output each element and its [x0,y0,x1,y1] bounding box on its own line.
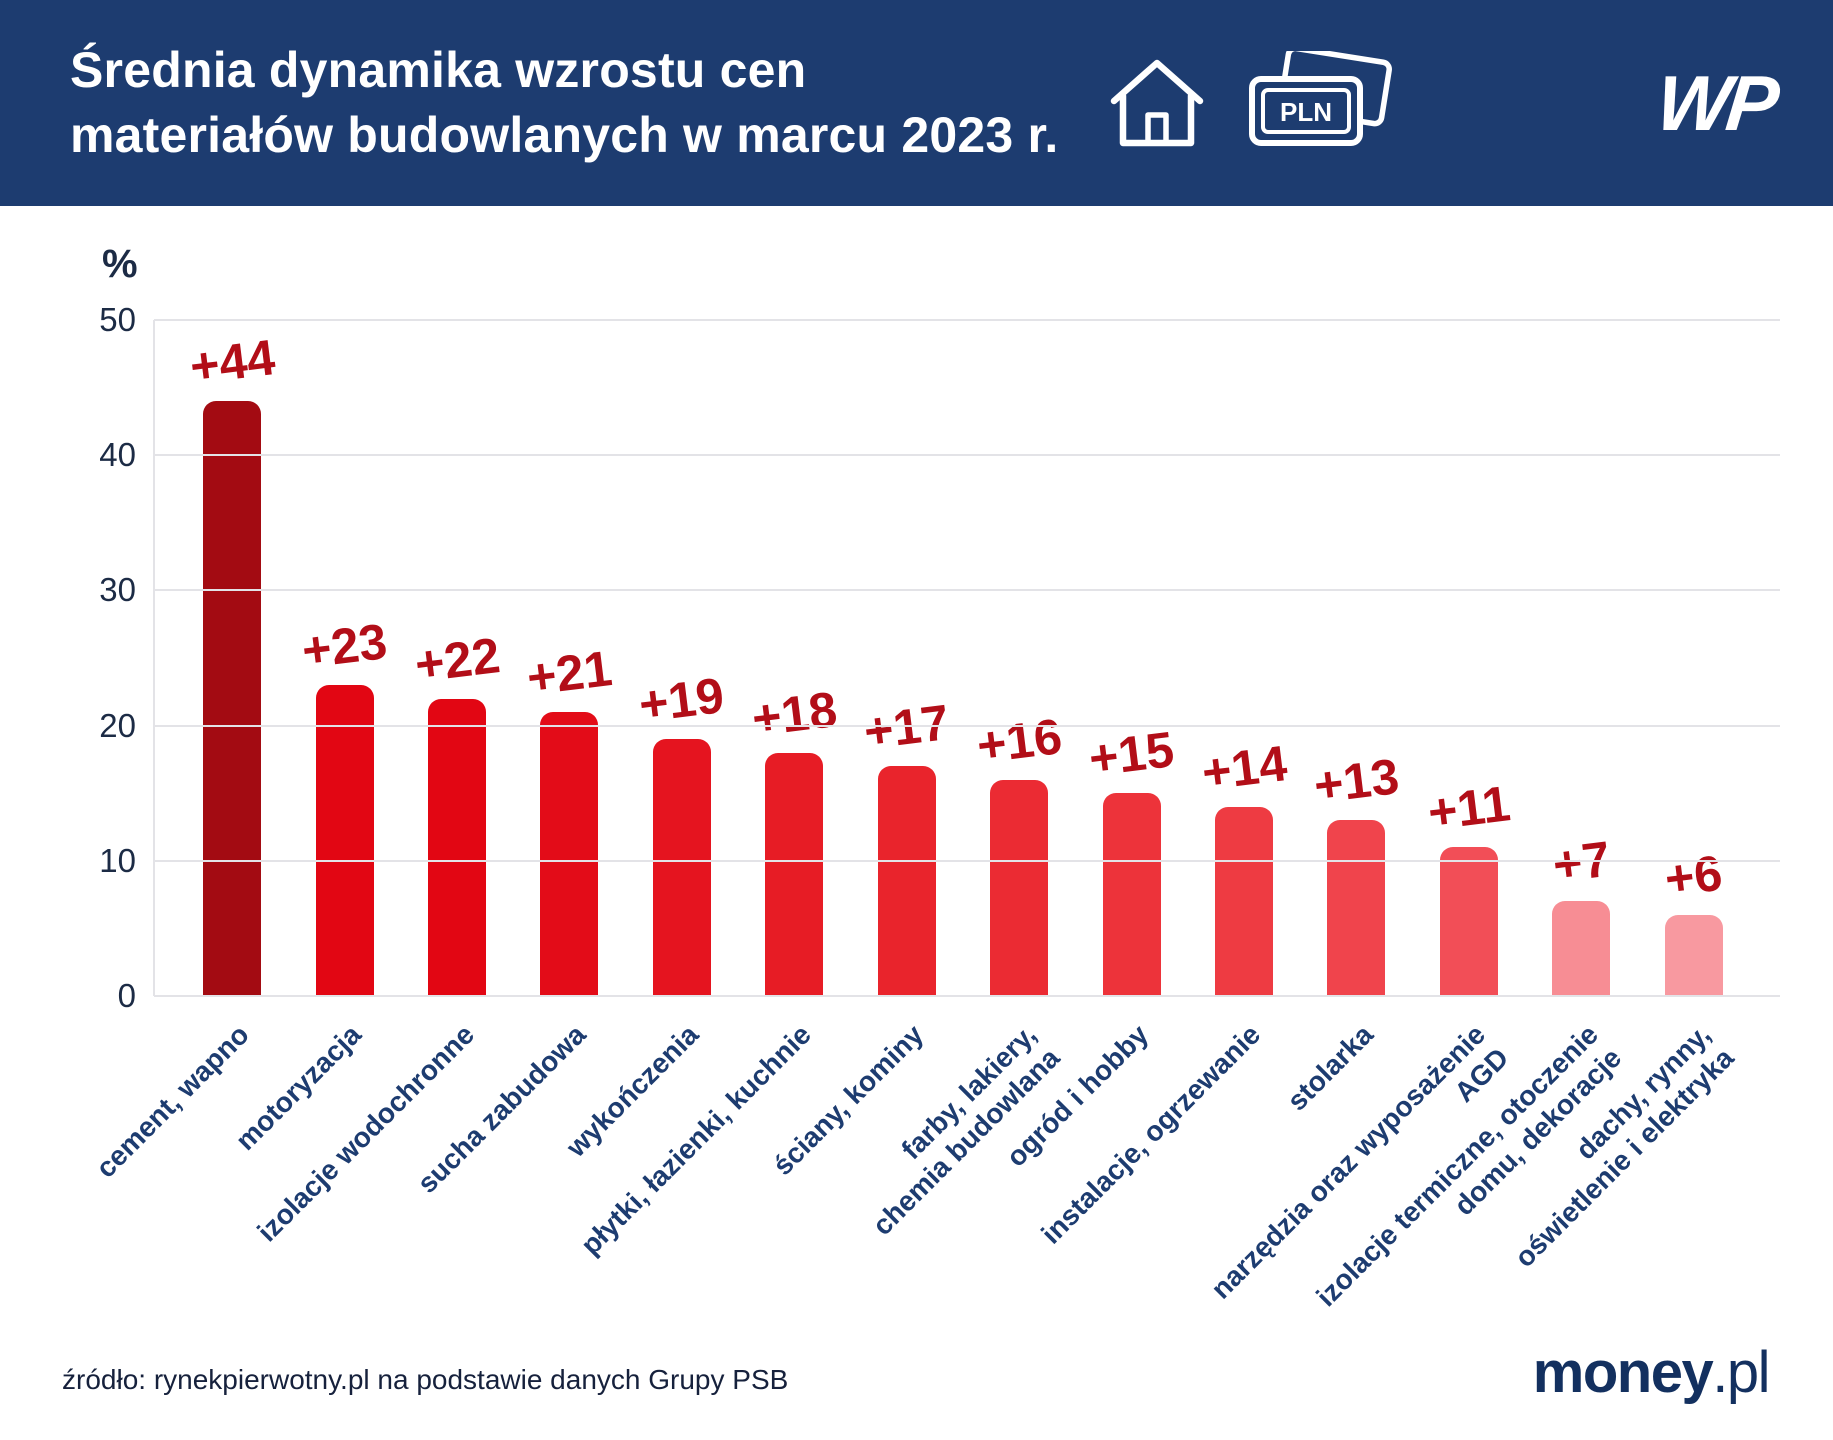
bar [1664,914,1723,996]
bar-value-label: +21 [523,640,615,707]
bar [1552,901,1611,996]
money-pl-logo-bold: money [1532,1340,1714,1405]
bar-slot: +21 [513,320,625,996]
bar [652,739,711,996]
bar-slot: +11 [1413,320,1525,996]
bar [315,685,374,996]
page-title: Średnia dynamika wzrostu cen materiałów … [70,42,1059,163]
y-tick-label: 20 [99,706,136,744]
gridline [154,589,1780,592]
bar-value-label: +17 [861,694,953,761]
y-axis-unit-label: % [102,242,138,286]
pln-label: PLN [1280,97,1332,127]
bar [1215,806,1273,996]
gridline [154,995,1780,997]
bar-slot: +23 [288,320,400,996]
bar-value-label: +6 [1661,844,1726,908]
bar-slot: +44 [176,320,288,996]
bar [540,712,599,996]
bar [428,698,487,996]
bar-value-label: +23 [299,613,391,680]
bar-value-label: +14 [1198,734,1290,801]
bar-slot: +13 [1300,320,1412,996]
bar-slot: +15 [1075,320,1187,996]
bar-value-label: +18 [748,680,840,747]
money-pl-logo-light: .pl [1712,1340,1770,1405]
bar [765,752,824,996]
gridline [154,859,1780,862]
house-icon [1104,51,1210,156]
wp-logo: WP [1652,58,1780,147]
bar [1327,820,1386,996]
pln-banknote-icon: PLN [1244,45,1394,156]
gridline [154,454,1780,457]
bar-value-label: +7 [1549,831,1613,894]
bar-slot: +19 [626,320,738,996]
bar-slot: +7 [1525,320,1637,996]
bar-slot: +16 [963,320,1075,996]
x-label-slot: dachy, rynny, oświetlenie i elektryka [1509,996,1749,1376]
bar [990,779,1049,996]
y-tick-label: 30 [99,571,136,609]
bar-slot: +22 [401,320,513,996]
bar-slot: +17 [851,320,963,996]
y-tick-label: 0 [117,977,136,1014]
bar [1102,793,1161,996]
x-label-slot: płytki, łazienki, kuchnie [575,996,850,1376]
y-tick-label: 50 [99,301,136,338]
header-icons: PLN [1104,45,1394,156]
bar-chart: % +44 +23 +22 +21 +19 +18 +17 +16 +15 +14 +13 +11 +7… [90,242,1780,1376]
bar-slot: +6 [1637,320,1749,996]
source-text: źródło: rynekpierwotny.pl na podstawie d… [62,1364,789,1395]
money-pl-logo: money.pl [1532,1339,1771,1406]
bar [203,401,262,996]
bar-slot: +14 [1188,320,1300,996]
bar-value-label: +16 [973,707,1065,774]
x-category-label: cement, wapno [89,1018,255,1184]
bar-value-label: +13 [1310,748,1402,815]
bar-value-label: +44 [186,329,278,396]
x-label-slot: sucha zabudowa [412,996,625,1376]
bar-value-label: +22 [411,626,503,693]
y-tick-label: 10 [99,841,136,879]
bar [1439,847,1498,996]
bar-slot: +18 [738,320,850,996]
x-axis-labels: cement, wapno motoryzacja izolacje wodochr… [90,996,1750,1376]
header-banner: Średnia dynamika wzrostu cen materiałów … [0,0,1833,206]
bar-value-label: +11 [1424,775,1513,842]
gridline [154,724,1780,727]
x-label-slot: farby, lakiery, chemia budowlana [866,996,1075,1376]
x-label-slot: izolacje wodochronne [251,996,513,1376]
plot-area: +44 +23 +22 +21 +19 +18 +17 +16 +15 +14 +13 +11 +7 +6… [99,301,1780,1014]
gridline [154,319,1780,321]
x-label-slot: cement, wapno [90,996,288,1376]
y-axis-line [153,320,155,996]
bar-value-label: +15 [1086,721,1178,788]
bars-container: +44 +23 +22 +21 +19 +18 +17 +16 +15 +14 +13 +11 +7 +6 [176,320,1750,996]
y-tick-label: 40 [99,436,136,474]
bar [877,766,936,996]
